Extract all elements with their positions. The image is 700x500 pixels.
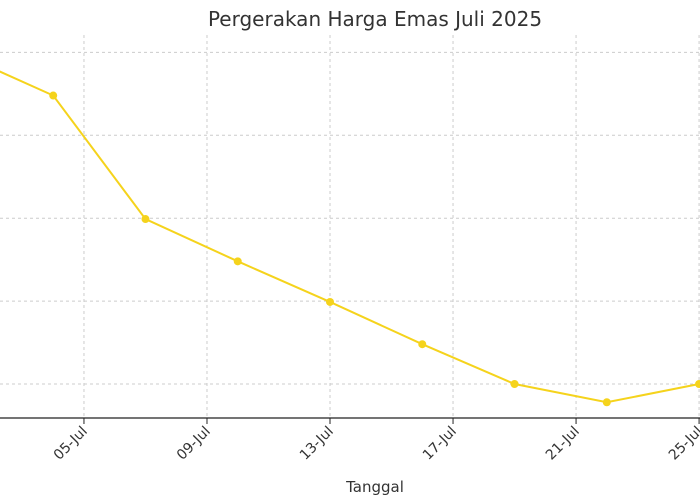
line bbox=[0, 70, 700, 404]
point bbox=[510, 380, 519, 389]
point bbox=[695, 380, 700, 389]
point bbox=[141, 215, 150, 224]
point bbox=[233, 257, 242, 266]
x-tick-label: 25-Jul bbox=[666, 424, 700, 464]
x-tick-label: 05-Jul bbox=[51, 424, 91, 464]
x-tick-label: 17-Jul bbox=[420, 424, 460, 464]
chart-title: Pergerakan Harga Emas Juli 2025 bbox=[208, 7, 542, 31]
x-tick-label: 09-Jul bbox=[174, 424, 214, 464]
plot-area bbox=[0, 70, 700, 407]
x-tick-label: 13-Jul bbox=[297, 424, 337, 464]
point bbox=[418, 340, 427, 349]
point bbox=[602, 398, 611, 407]
x-tick-label: 21-Jul bbox=[543, 424, 583, 464]
x-axis-label: Tanggal bbox=[345, 478, 404, 496]
point bbox=[49, 91, 58, 100]
point bbox=[326, 297, 335, 306]
